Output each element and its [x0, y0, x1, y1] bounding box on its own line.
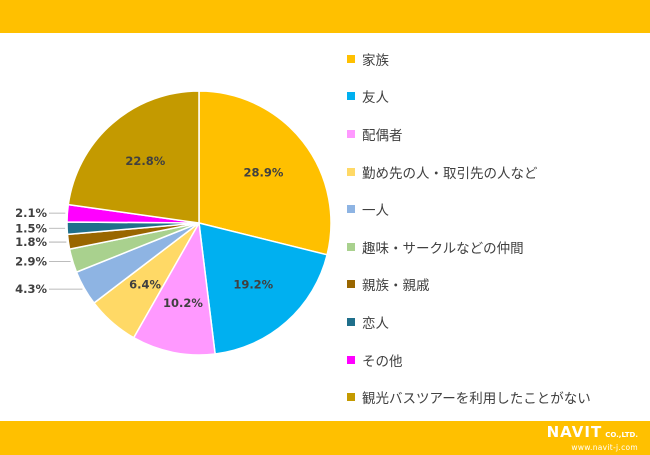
slice-label-2: 10.2% [163, 296, 203, 310]
legend-swatch-5 [347, 242, 355, 251]
bottom-band [0, 421, 650, 455]
navit-logo: NAVIT CO.,LTD. www.navit-j.com [547, 424, 638, 453]
top-band [0, 0, 650, 33]
legend-label-2: 配偶者 [362, 127, 403, 144]
legend-label-6: 親族・親戚 [362, 278, 430, 295]
legend-swatch-8 [347, 355, 355, 364]
legend-label-9: 観光バスツアーを利用したことがない [362, 391, 591, 408]
legend-item-3: 勤め先の人・取引先の人など [347, 153, 647, 191]
legend-swatch-1 [347, 92, 355, 101]
legend-item-2: 配偶者 [347, 115, 647, 153]
legend-swatch-2 [347, 129, 355, 138]
logo-company-suffix: CO.,LTD. [605, 431, 638, 439]
legend-item-1: 友人 [347, 78, 647, 116]
legend-label-8: その他 [362, 353, 403, 370]
legend-item-4: 一人 [347, 190, 647, 228]
legend-item-5: 趣味・サークルなどの仲間 [347, 228, 647, 266]
legend-label-7: 恋人 [362, 315, 389, 332]
legend-item-8: その他 [347, 341, 647, 379]
legend-swatch-4 [347, 205, 355, 214]
legend-label-0: 家族 [362, 52, 389, 69]
pie-slice-0 [198, 90, 332, 256]
legend-swatch-3 [347, 167, 355, 176]
pie-slice-1 [198, 222, 329, 355]
legend-label-1: 友人 [362, 90, 389, 107]
pie-chart: 28.9% 19.2% 10.2%6.4% 4.3% 2.9% 1.8%1.5%2.1% 2… [15, 90, 332, 356]
legend-item-6: 親族・親戚 [347, 266, 647, 304]
legend: 家族友人配偶者勤め先の人・取引先の人など 一人趣味・サークルなどの仲間 親族・親戚恋… [347, 40, 647, 416]
legend-item-0: 家族 [347, 40, 647, 78]
legend-swatch-7 [347, 317, 355, 326]
slice-label-7: 1.5% [15, 221, 47, 235]
slice-label-3: 6.4% [129, 278, 161, 292]
slice-label-1: 19.2% [233, 277, 273, 291]
slice-label-6: 1.8% [15, 235, 47, 249]
slice-label-5: 2.9% [15, 254, 47, 268]
logo-text: NAVIT [546, 423, 603, 441]
slice-label-4: 4.3% [15, 282, 47, 296]
legend-label-3: 勤め先の人・取引先の人など [362, 165, 538, 182]
legend-label-4: 一人 [362, 203, 389, 220]
legend-item-7: 恋人 [347, 303, 647, 341]
slice-label-0: 28.9% [244, 166, 284, 180]
slice-label-8: 2.1% [15, 206, 47, 220]
legend-swatch-0 [347, 54, 355, 63]
pie-slice-2 [132, 220, 216, 356]
legend-swatch-9 [347, 393, 355, 402]
logo-url: www.navit-j.com [571, 443, 638, 452]
legend-label-5: 趣味・サークルなどの仲間 [362, 240, 524, 257]
pie-slice-9 [67, 90, 200, 224]
legend-swatch-6 [347, 280, 355, 289]
slice-label-9: 22.8% [125, 154, 165, 168]
legend-item-9: 観光バスツアーを利用したことがない [347, 378, 647, 416]
